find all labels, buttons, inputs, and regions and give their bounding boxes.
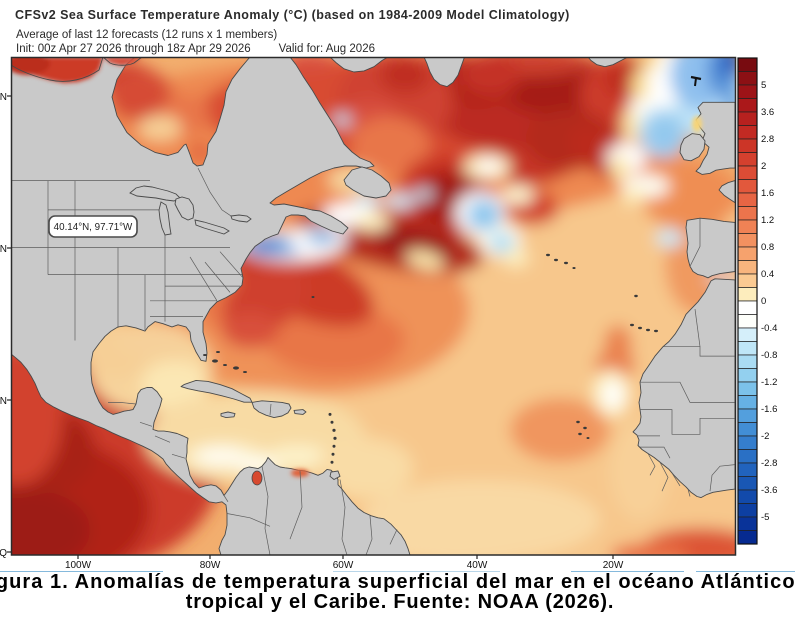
svg-text:2: 2 <box>761 161 766 172</box>
svg-text:-1.2: -1.2 <box>761 377 777 388</box>
svg-text:100W: 100W <box>65 560 92 571</box>
svg-text:3.6: 3.6 <box>761 107 774 118</box>
svg-text:N: N <box>0 396 7 407</box>
svg-text:1.2: 1.2 <box>761 215 774 226</box>
svg-text:-1.6: -1.6 <box>761 404 777 415</box>
svg-text:-0.8: -0.8 <box>761 350 777 361</box>
svg-text:-5: -5 <box>761 512 769 523</box>
svg-text:40W: 40W <box>467 560 488 571</box>
svg-text:-0.4: -0.4 <box>761 323 777 334</box>
svg-text:N: N <box>0 92 7 103</box>
svg-text:-2: -2 <box>761 431 769 442</box>
svg-text:80W: 80W <box>200 560 221 571</box>
svg-text:0.8: 0.8 <box>761 242 774 253</box>
svg-text:N: N <box>0 244 7 255</box>
svg-text:-3.6: -3.6 <box>761 485 777 496</box>
svg-text:2.8: 2.8 <box>761 134 774 145</box>
svg-text:1.6: 1.6 <box>761 188 774 199</box>
svg-text:0.4: 0.4 <box>761 269 774 280</box>
svg-text:-2.8: -2.8 <box>761 458 777 469</box>
svg-text:60W: 60W <box>333 560 354 571</box>
svg-text:5: 5 <box>761 80 766 91</box>
svg-text:20W: 20W <box>603 560 624 571</box>
svg-text:0: 0 <box>761 296 766 307</box>
svg-text:Q: Q <box>0 548 7 559</box>
svg-text:40.14°N, 97.71°W: 40.14°N, 97.71°W <box>54 222 133 233</box>
